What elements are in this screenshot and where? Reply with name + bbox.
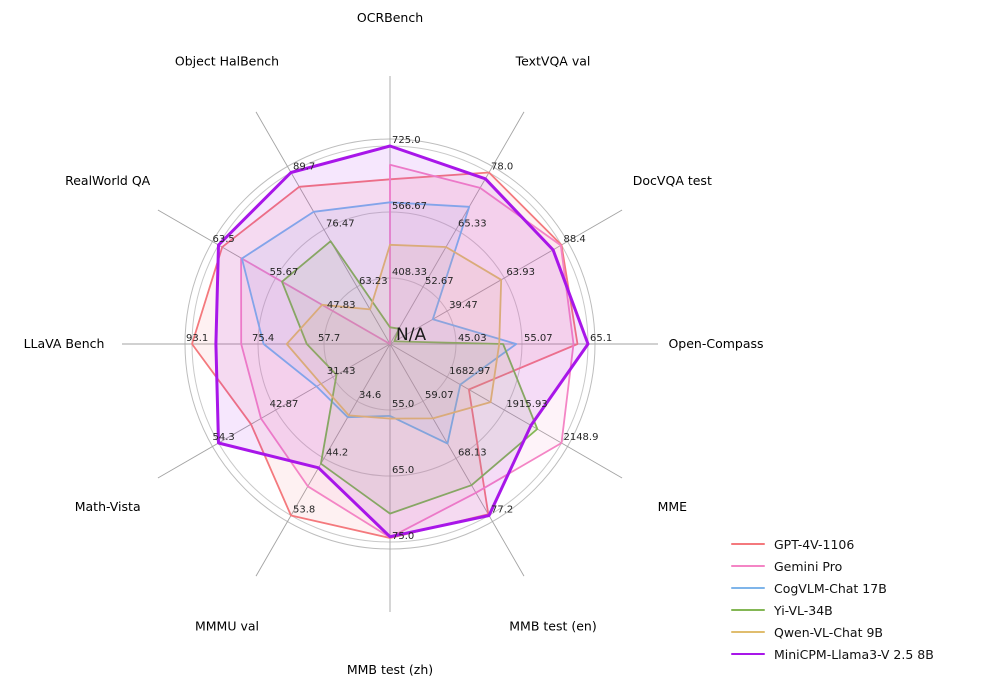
tick-label: 2148.9 (563, 432, 598, 443)
legend-item: CogVLM-Chat 17B (731, 577, 934, 599)
tick-label: 89.7 (293, 162, 315, 173)
legend-swatch (731, 587, 765, 589)
tick-label: 408.33 (392, 267, 427, 278)
axis-label-ocrbench: OCRBench (357, 10, 423, 25)
tick-label: 93.1 (186, 333, 208, 344)
series-polygon-qwen-vl-chat-9b (285, 243, 503, 420)
legend-item: GPT-4V-1106 (731, 533, 934, 555)
axis-label-mmb-test-en-: MMB test (en) (509, 618, 596, 633)
tick-label: 54.3 (213, 432, 235, 443)
axis-label-realworld-qa: RealWorld QA (65, 173, 151, 188)
tick-label: 63.23 (359, 276, 388, 287)
legend-label: CogVLM-Chat 17B (774, 580, 887, 596)
tick-label: 55.07 (524, 333, 553, 344)
tick-label: 75.0 (392, 531, 414, 542)
tick-label: 39.47 (449, 300, 478, 311)
legend-label: GPT-4V-1106 (774, 536, 855, 552)
tick-label: 65.0 (392, 465, 414, 476)
axis-label-textvqa-val: TextVQA val (515, 54, 591, 69)
tick-label: 63.5 (213, 234, 235, 245)
legend-item: MiniCPM-Llama3-V 2.5 8B (731, 643, 934, 665)
axis-label-open-compass: Open-Compass (668, 336, 763, 351)
tick-label: 31.43 (327, 366, 356, 377)
tick-label: 76.47 (326, 219, 355, 230)
tick-label: 45.03 (458, 333, 487, 344)
tick-label: 65.1 (590, 333, 612, 344)
tick-label: 52.67 (425, 276, 454, 287)
axis-spoke (389, 343, 525, 577)
axis-spoke (389, 111, 525, 345)
axis-label-mmb-test-zh-: MMB test (zh) (347, 662, 433, 677)
legend-label: Yi-VL-34B (774, 602, 833, 618)
legend-label: MiniCPM-Llama3-V 2.5 8B (774, 646, 934, 662)
tick-label: 77.2 (491, 504, 513, 515)
axis-label-llava-bench: LLaVA Bench (24, 336, 105, 351)
tick-label: 566.67 (392, 201, 427, 212)
tick-label: 88.4 (563, 234, 585, 245)
legend-swatch (731, 565, 765, 567)
legend-swatch (731, 543, 765, 545)
legend-swatch (731, 652, 765, 656)
legend: GPT-4V-1106 Gemini Pro CogVLM-Chat 17B Y… (731, 533, 934, 665)
axis-label-object-halbench: Object HalBench (175, 54, 279, 69)
series-polygon-yi-vl-34b (281, 240, 539, 515)
legend-item: Qwen-VL-Chat 9B (731, 621, 934, 643)
tick-label: 59.07 (425, 390, 454, 401)
axis-spoke (389, 343, 623, 479)
axis-label-math-vista: Math-Vista (75, 499, 141, 514)
tick-label: 63.93 (506, 267, 535, 278)
legend-item: Gemini Pro (731, 555, 934, 577)
legend-label: Qwen-VL-Chat 9B (774, 624, 883, 640)
axis-spoke (157, 343, 391, 479)
axis-label-docvqa-test: DocVQA test (633, 173, 712, 188)
axis-label-mmmu-val: MMMU val (195, 618, 259, 633)
tick-label: 1915.93 (506, 399, 547, 410)
tick-label: 55.0 (392, 399, 414, 410)
tick-label: 55.67 (270, 267, 299, 278)
axis-spoke (389, 209, 623, 345)
tick-label: 78.0 (491, 162, 513, 173)
series-polygon-minicpm-llama3-v-2-5-8b (214, 144, 590, 539)
tick-label: 34.6 (359, 390, 381, 401)
legend-swatch (731, 631, 765, 633)
axis-spoke (255, 111, 391, 345)
tick-label: 65.33 (458, 219, 487, 230)
legend-swatch (731, 609, 765, 611)
series-polygon-cogvlm-chat-17b (240, 201, 518, 445)
tick-label: 47.83 (327, 300, 356, 311)
tick-label: 75.4 (252, 333, 274, 344)
tick-label: 725.0 (392, 135, 421, 146)
tick-label: 68.13 (458, 447, 487, 458)
legend-item: Yi-VL-34B (731, 599, 934, 621)
legend-label: Gemini Pro (774, 558, 843, 574)
axis-spoke (255, 343, 391, 577)
center-na-label: N/A (396, 325, 426, 345)
tick-label: 1682.97 (449, 366, 490, 377)
tick-label: 53.8 (293, 504, 315, 515)
tick-label: 42.87 (270, 399, 299, 410)
axis-label-mme: MME (658, 499, 688, 514)
tick-label: 44.2 (326, 447, 348, 458)
tick-label: 57.7 (318, 333, 340, 344)
